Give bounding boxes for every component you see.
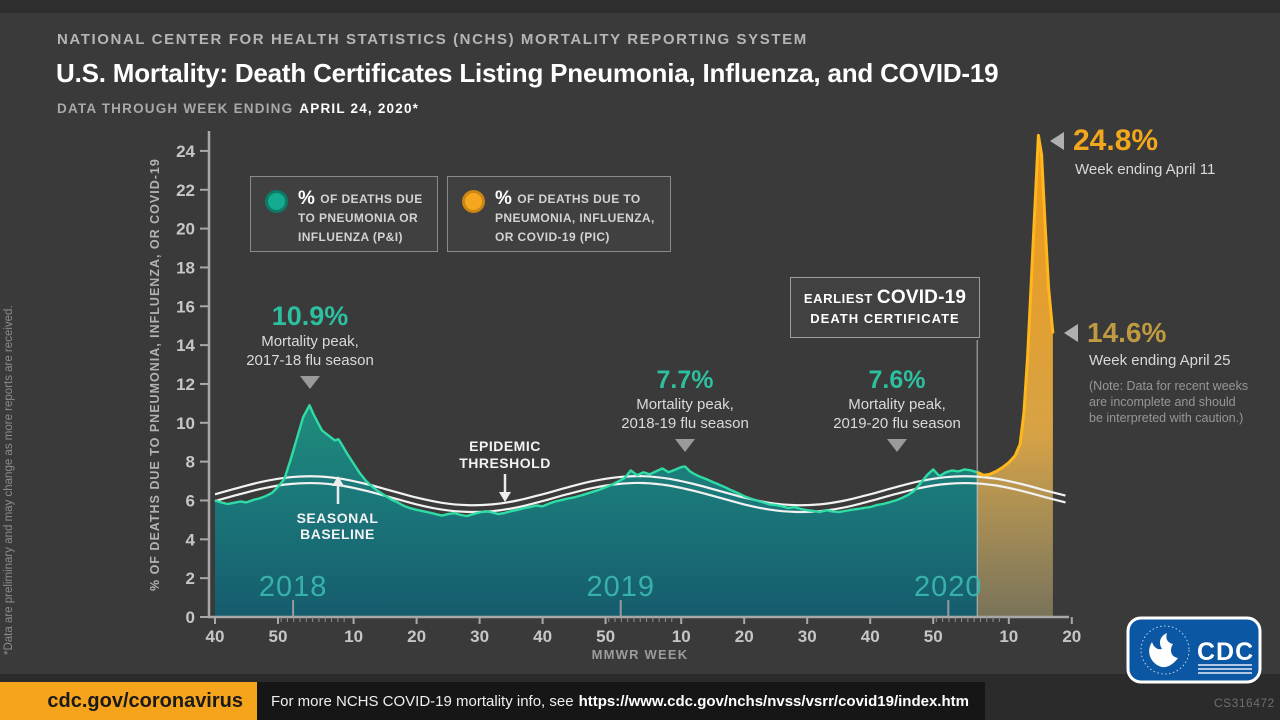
svg-text:10: 10	[999, 627, 1018, 646]
svg-text:50: 50	[924, 627, 943, 646]
subtitle-date: APRIL 24, 2020*	[299, 101, 420, 116]
svg-text:50: 50	[596, 627, 615, 646]
svg-text:40: 40	[533, 627, 552, 646]
marker-triangle-icon	[887, 439, 907, 452]
footer-info-url: https://www.cdc.gov/nchs/nvss/vsrr/covid…	[578, 692, 969, 710]
down-arrow-icon	[499, 474, 511, 502]
preliminary-data-footnote: *Data are preliminary and may change as …	[3, 305, 15, 655]
left-triangle-icon	[1050, 132, 1064, 150]
svg-text:10: 10	[176, 414, 195, 433]
svg-text:2: 2	[186, 569, 195, 588]
page-title: U.S. Mortality: Death Certificates Listi…	[56, 58, 999, 88]
subtitle-prefix: DATA THROUGH WEEK ENDING	[57, 101, 294, 116]
svg-text:6: 6	[186, 491, 195, 510]
svg-text:20: 20	[176, 220, 195, 239]
annotation-peak-2018-19: 7.7% Mortality peak, 2018-19 flu season	[605, 366, 765, 452]
svg-text:20: 20	[735, 627, 754, 646]
marker-triangle-icon	[675, 439, 695, 452]
footer-info-block: For more NCHS COVID-19 mortality info, s…	[257, 682, 985, 720]
cdc-hhs-logo: CDC	[1126, 616, 1262, 689]
svg-text:30: 30	[798, 627, 817, 646]
legend-pi: % OF DEATHS DUE TO PNEUMONIA OR INFLUENZA…	[250, 176, 438, 252]
y-axis-title: % OF DEATHS DUE TO PNEUMONIA, INFLUENZA,…	[148, 158, 162, 592]
footer-cdc-url-block: cdc.gov/coronavirus	[0, 682, 257, 720]
svg-text:14: 14	[176, 336, 195, 355]
svg-text:22: 22	[176, 181, 195, 200]
svg-text:8: 8	[186, 453, 195, 472]
callout-pic-peak: 24.8% Week ending April 11	[1050, 124, 1215, 178]
up-arrow-icon	[331, 476, 344, 504]
callout-pic-latest: 14.6% Week ending April 25 (Note: Data f…	[1064, 317, 1248, 426]
caution-note: (Note: Data for recent weeks are incompl…	[1089, 379, 1249, 425]
legend-pi-text: % OF DEATHS DUE TO PNEUMONIA OR INFLUENZA…	[298, 188, 423, 244]
footer-info-prefix: For more NCHS COVID-19 mortality info, s…	[271, 692, 574, 710]
hhs-eagle-icon	[1149, 633, 1178, 668]
percent-symbol: %	[495, 188, 513, 209]
svg-text:18: 18	[176, 258, 195, 277]
svg-text:10: 10	[344, 627, 363, 646]
pic-series-swatch-icon	[462, 190, 485, 213]
svg-text:24: 24	[176, 142, 195, 161]
hhs-ring-icon	[1140, 625, 1190, 675]
cdc-logo-text: CDC	[1197, 638, 1254, 666]
cdc-url: cdc.gov/coronavirus	[47, 689, 243, 712]
legend-pic: % OF DEATHS DUE TO PNEUMONIA, INFLUENZA, …	[447, 176, 671, 252]
svg-text:50: 50	[269, 627, 288, 646]
svg-text:12: 12	[176, 375, 195, 394]
svg-text:16: 16	[176, 297, 195, 316]
annotation-peak-2017-18: 10.9% Mortality peak, 2017-18 flu season	[230, 301, 390, 389]
svg-text:0: 0	[186, 608, 195, 627]
x-axis-title: MMWR WEEK	[591, 647, 689, 662]
svg-text:2019: 2019	[586, 571, 655, 603]
kicker-text: NATIONAL CENTER FOR HEALTH STATISTICS (N…	[57, 31, 808, 48]
svg-text:40: 40	[206, 627, 225, 646]
svg-text:10: 10	[672, 627, 691, 646]
seasonal-baseline-label: SEASONAL BASELINE	[275, 476, 400, 543]
epidemic-threshold-label: EPIDEMIC THRESHOLD	[440, 438, 570, 506]
marker-triangle-icon	[300, 376, 320, 389]
percent-symbol: %	[298, 188, 316, 209]
earliest-covid-death-certificate-box: EARLIEST COVID-19 DEATH CERTIFICATE	[790, 277, 980, 338]
svg-text:2018: 2018	[259, 571, 328, 603]
legend-pic-text: % OF DEATHS DUE TO PNEUMONIA, INFLUENZA, …	[495, 188, 655, 244]
svg-text:4: 4	[186, 530, 196, 549]
svg-text:30: 30	[470, 627, 489, 646]
pi-series-swatch-icon	[265, 190, 288, 213]
svg-text:20: 20	[407, 627, 426, 646]
data-through-subtitle: DATA THROUGH WEEK ENDING APRIL 24, 2020*	[57, 101, 419, 116]
svg-text:2020: 2020	[914, 571, 983, 603]
annotation-peak-2019-20: 7.6% Mortality peak, 2019-20 flu season	[817, 366, 977, 452]
top-band	[0, 0, 1280, 13]
document-id: CS316472	[1214, 696, 1275, 710]
svg-text:20: 20	[1062, 627, 1081, 646]
left-triangle-icon	[1064, 324, 1078, 342]
svg-text:40: 40	[861, 627, 880, 646]
